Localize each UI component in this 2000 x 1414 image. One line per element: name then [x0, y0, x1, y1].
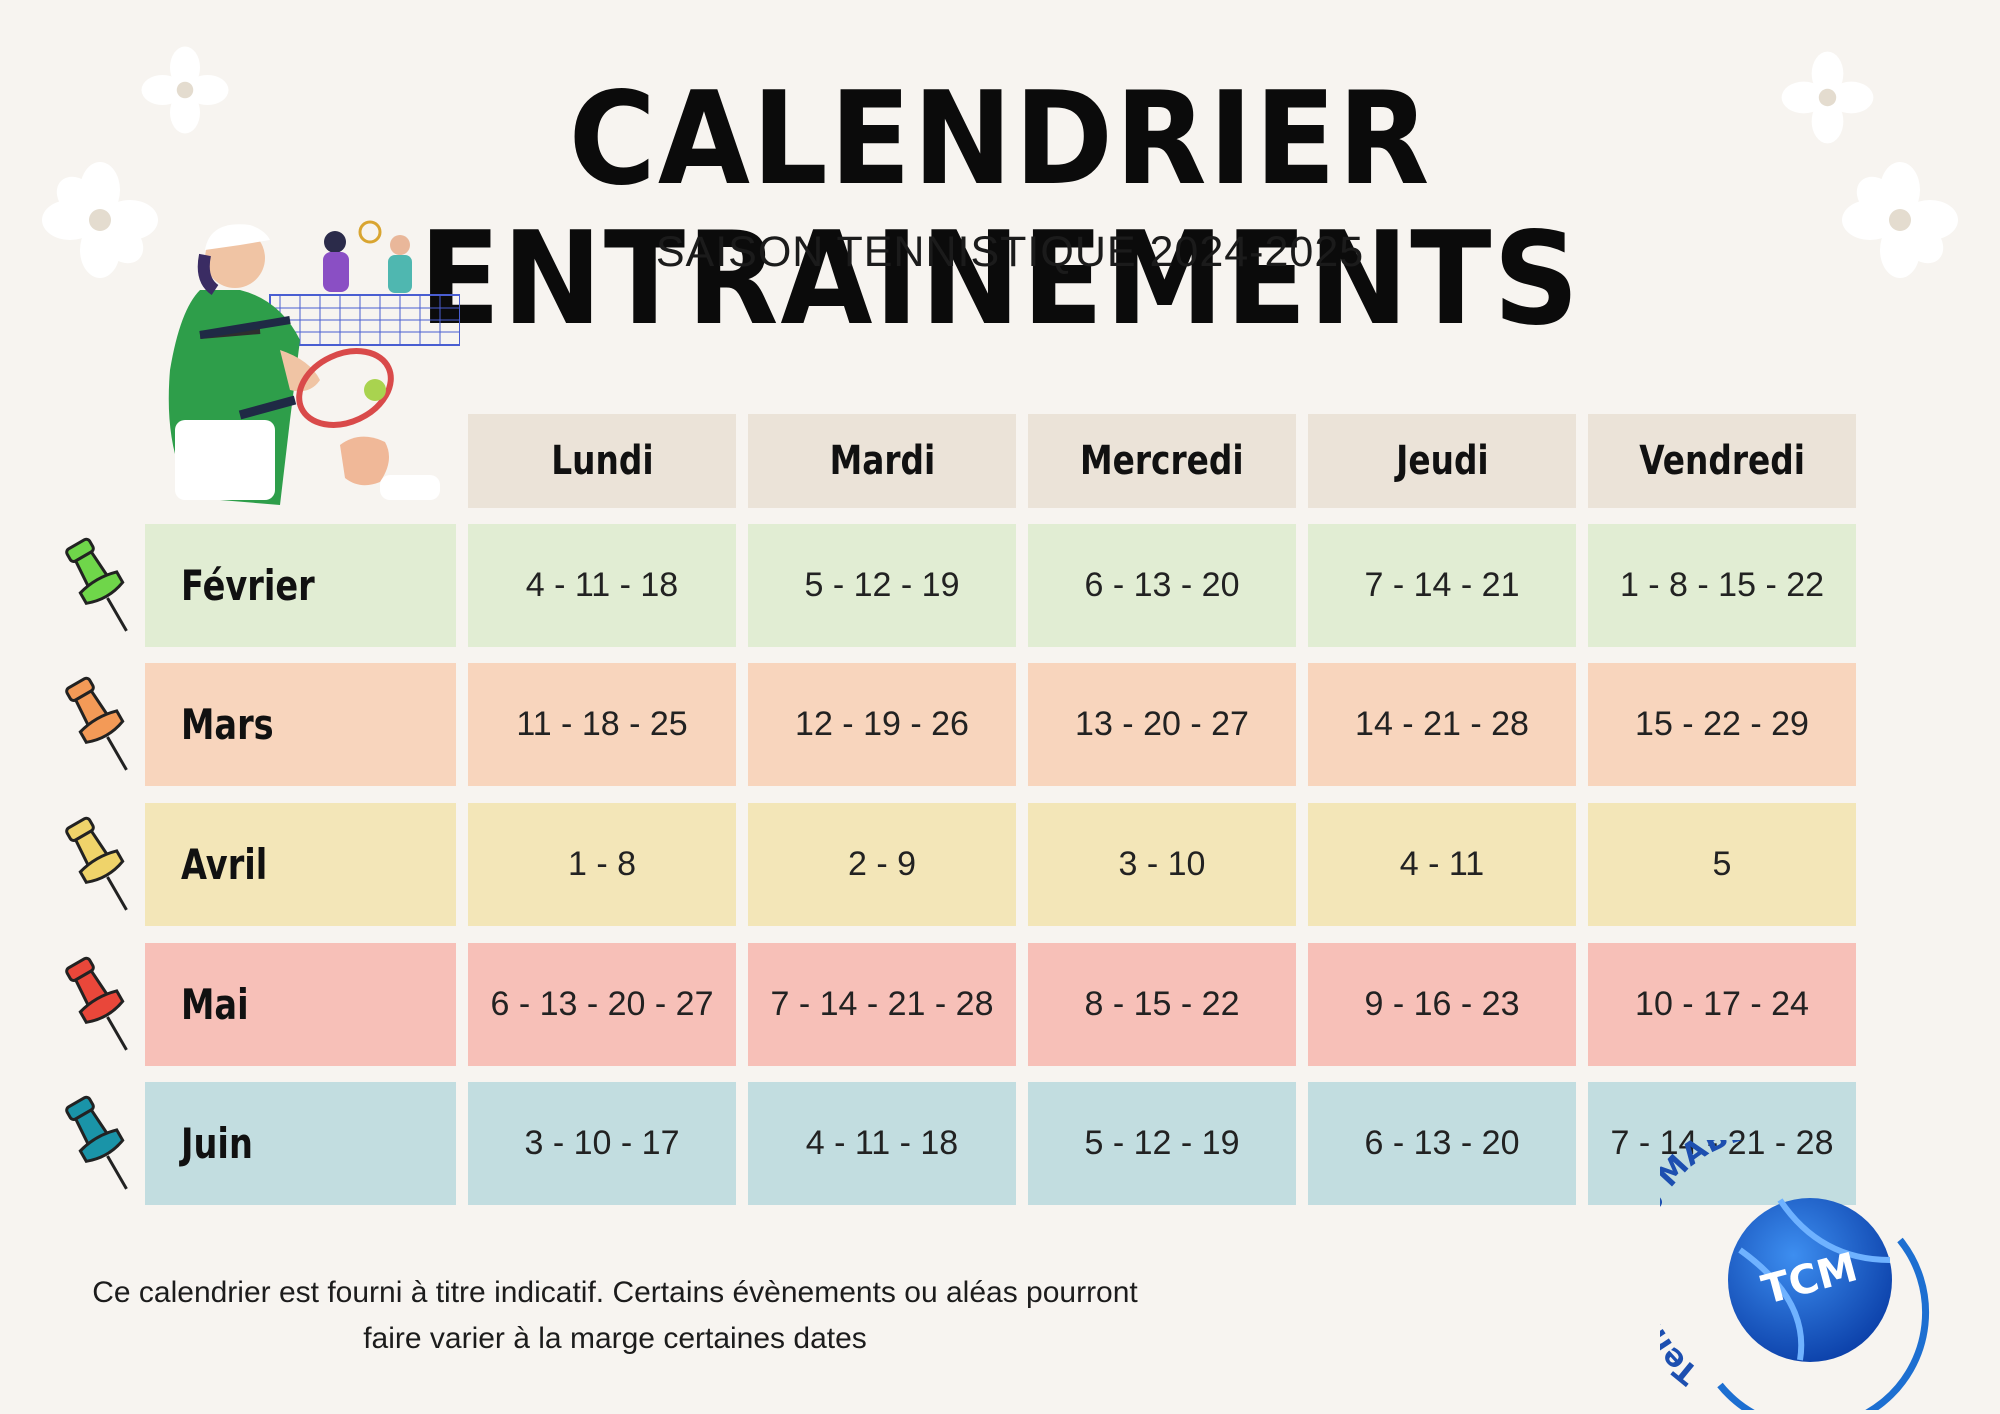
date-cell: 13 - 20 - 27: [1028, 663, 1296, 786]
date-cell: 9 - 16 - 23: [1308, 943, 1576, 1066]
date-cell: 2 - 9: [748, 803, 1016, 926]
date-cell: 4 - 11: [1308, 803, 1576, 926]
column-header-0: Lundi: [468, 414, 736, 508]
date-cell: 1 - 8 - 15 - 22: [1588, 524, 1856, 647]
date-cell: 5 - 12 - 19: [1028, 1082, 1296, 1205]
date-cell: 1 - 8: [468, 803, 736, 926]
page-subtitle: SAISON TENNISTIQUE 2024-2025: [655, 228, 1365, 276]
month-label: Avril: [145, 803, 456, 926]
flower-decoration-top-left: [141, 46, 229, 134]
column-header-1: Mardi: [748, 414, 1016, 508]
date-cell: 7 - 14 - 21: [1308, 524, 1576, 647]
pushpin-icon: [65, 816, 128, 911]
pushpin-icon: [65, 1095, 128, 1190]
tennis-club-mably-logo: TCM Tennis Club MABLY: [1660, 1140, 1930, 1410]
date-cell: 6 - 13 - 20: [1308, 1082, 1576, 1205]
date-cell: 7 - 14 - 21 - 28: [748, 943, 1016, 1066]
date-cell: 15 - 22 - 29: [1588, 663, 1856, 786]
footer-note-line-1: Ce calendrier est fourni à titre indicat…: [92, 1276, 1138, 1309]
month-label: Mars: [145, 663, 456, 786]
page-title: CALENDRIER ENTRAINEMENTS: [419, 65, 1581, 354]
pushpin-icon: [65, 956, 128, 1051]
column-header-4: Vendredi: [1588, 414, 1856, 508]
column-header-2: Mercredi: [1028, 414, 1296, 508]
flower-decoration-left: [42, 162, 158, 278]
date-cell: 12 - 19 - 26: [748, 663, 1016, 786]
date-cell: 3 - 10: [1028, 803, 1296, 926]
date-cell: 14 - 21 - 28: [1308, 663, 1576, 786]
date-cell: 3 - 10 - 17: [468, 1082, 736, 1205]
date-cell: 5: [1588, 803, 1856, 926]
flower-decoration-top-right: [1781, 51, 1874, 144]
date-cell: 11 - 18 - 25: [468, 663, 736, 786]
tennis-player-illustration: [168, 220, 460, 505]
date-cell: 6 - 13 - 20 - 27: [468, 943, 736, 1066]
footer-note-line-2: faire varier à la marge certaines dates: [363, 1322, 867, 1355]
date-cell: 4 - 11 - 18: [748, 1082, 1016, 1205]
date-cell: 7 - 14 - 21 - 28: [1588, 1082, 1856, 1205]
date-cell: 10 - 17 - 24: [1588, 943, 1856, 1066]
month-label: Février: [145, 524, 456, 647]
date-cell: 8 - 15 - 22: [1028, 943, 1296, 1066]
flower-decoration-right: [1842, 162, 1958, 278]
date-cell: 5 - 12 - 19: [748, 524, 1016, 647]
month-label: Juin: [145, 1082, 456, 1205]
month-label: Mai: [145, 943, 456, 1066]
pushpin-icon: [65, 676, 128, 771]
column-header-3: Jeudi: [1308, 414, 1576, 508]
date-cell: 6 - 13 - 20: [1028, 524, 1296, 647]
footer-note: Ce calendrier est fourni à titre indicat…: [40, 1270, 1190, 1362]
pushpin-icon: [65, 537, 128, 632]
date-cell: 4 - 11 - 18: [468, 524, 736, 647]
